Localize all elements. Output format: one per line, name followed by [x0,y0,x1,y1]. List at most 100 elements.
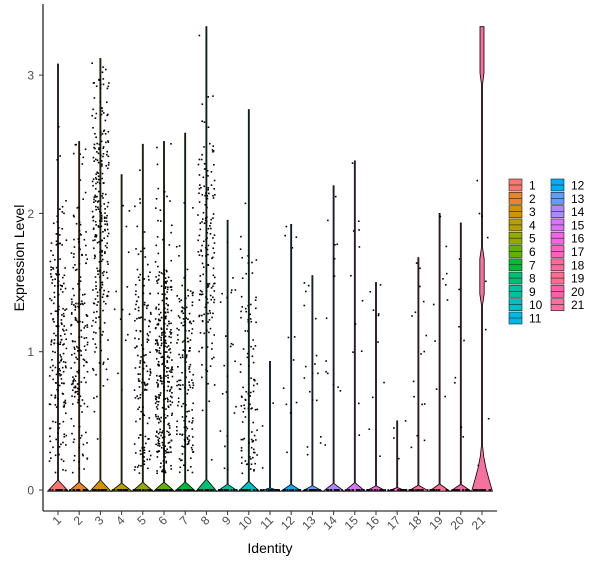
data-point [213,282,215,285]
data-point [51,359,53,361]
data-point [99,87,102,90]
data-point [137,408,139,411]
data-point [416,434,419,437]
data-point [92,216,94,219]
data-point [59,334,62,337]
data-point [122,489,125,491]
data-point [105,368,108,371]
data-point [242,438,244,441]
data-point [206,489,209,491]
data-point [146,489,148,491]
data-point [149,372,152,374]
data-point [223,489,226,491]
data-point [351,489,354,491]
data-point [205,220,208,223]
data-point [79,248,81,251]
data-point [201,153,203,156]
data-point [249,313,251,316]
legend-label-2: 2 [529,192,536,206]
data-point [49,440,52,443]
data-point [137,437,140,439]
data-point [74,305,77,307]
data-point [147,438,149,440]
data-point [185,415,188,418]
data-point [181,371,183,374]
data-point [156,431,158,433]
data-point [158,313,161,316]
data-point [295,236,298,238]
data-point [212,489,215,491]
data-point [286,451,288,454]
data-point [462,489,464,491]
data-point [205,290,208,293]
data-point [212,267,215,270]
data-point [145,354,147,356]
data-point [101,107,103,109]
data-point [221,392,224,395]
data-point [63,401,65,404]
data-point [476,179,479,182]
data-point [158,437,161,440]
data-point [55,406,58,408]
data-point [94,234,97,236]
data-point [167,398,169,401]
data-point [163,471,165,473]
data-point [73,378,75,380]
data-point [421,489,424,491]
data-point [332,383,335,386]
data-point [362,489,365,491]
data-point [158,271,161,273]
data-point [163,358,166,360]
data-point [143,284,145,287]
data-point [165,461,168,464]
data-point [73,386,75,389]
data-point [164,351,166,353]
data-point [55,233,58,235]
data-point [480,215,483,218]
data-point [55,334,57,337]
data-point [429,489,432,491]
data-point [163,468,166,470]
data-point [139,360,142,362]
data-point [187,294,190,297]
data-point [186,337,189,340]
data-point [139,198,141,200]
data-point [137,380,140,382]
data-point [181,307,184,309]
data-point [56,271,59,274]
data-point [186,392,189,395]
data-point [167,345,170,347]
data-point [156,472,158,475]
data-point [250,463,253,466]
data-point [52,254,54,257]
data-point [84,148,87,151]
data-point [202,211,205,214]
data-point [170,371,173,374]
data-point [91,325,93,327]
data-point [167,442,170,444]
data-point [452,489,455,491]
data-point [255,307,257,310]
data-point [415,262,418,264]
data-point [49,489,52,491]
data-point [180,459,183,461]
data-point [190,322,193,325]
data-point [138,472,141,474]
data-point [76,358,79,360]
data-point [239,489,241,491]
data-point [182,464,185,467]
data-point [138,386,141,388]
data-point [276,489,279,491]
data-point [147,275,150,278]
data-point [49,403,52,406]
data-point [198,254,201,257]
data-point [102,182,105,184]
violins [46,26,493,492]
data-point [180,459,182,462]
data-point [370,489,373,491]
data-point [102,155,104,158]
data-point [188,435,190,437]
data-point [244,202,247,205]
data-point [100,218,103,220]
data-point [183,446,185,448]
